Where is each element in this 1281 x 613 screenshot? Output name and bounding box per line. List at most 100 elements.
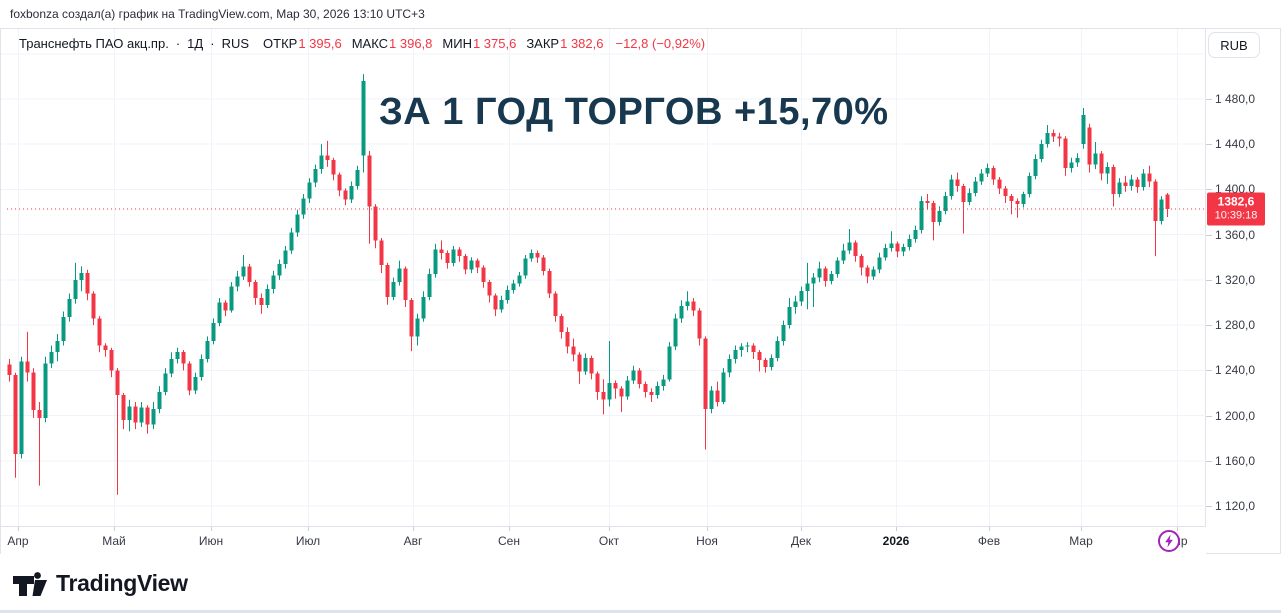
symbol-name: Транснефть ПАО акц.пр. (19, 36, 169, 51)
candle-body (145, 407, 150, 425)
candlestick-chart-svg[interactable] (1, 29, 1206, 526)
candle-body (13, 374, 18, 454)
time-tick-mark (801, 527, 802, 531)
price-tick-label: 1 200,0 (1215, 408, 1256, 423)
time-tick-mark (707, 527, 708, 531)
candle-body (547, 270, 552, 294)
candle-body (523, 258, 528, 276)
candle-body (271, 275, 276, 289)
candle-body (745, 345, 750, 347)
price-tick-mark (1206, 370, 1212, 372)
candle-body (901, 247, 906, 252)
currency-button[interactable]: RUB (1208, 32, 1260, 58)
candle-body (631, 370, 636, 381)
candle-body (805, 283, 810, 292)
candle-body (157, 391, 162, 409)
candle-body (397, 268, 402, 283)
candle-body (259, 297, 264, 305)
candle-body (877, 257, 882, 270)
price-tick-mark (1206, 144, 1212, 146)
time-tick-mark (509, 527, 510, 531)
candle-body (895, 243, 900, 252)
candle-body (883, 248, 888, 258)
candle-body (973, 181, 978, 193)
candle-body (169, 359, 174, 374)
candle-body (205, 340, 210, 360)
candle-body (451, 249, 456, 263)
time-tick-label: Авг (403, 534, 423, 548)
candle-body (73, 279, 78, 300)
price-tick-mark (1206, 189, 1212, 191)
footer-branding: TradingView (13, 570, 188, 597)
candle-body (1153, 181, 1158, 222)
last-price-flag: 1382,6 10:39:18 (1207, 192, 1265, 226)
candle-body (955, 179, 960, 187)
candle-body (817, 268, 822, 278)
candle-body (49, 352, 54, 364)
price-tick-mark (1206, 325, 1212, 327)
candle-body (757, 352, 762, 361)
candle-body (865, 267, 870, 277)
open-value: 1 395,6 (298, 36, 342, 51)
price-tick-mark (1206, 415, 1212, 417)
candle-body (1093, 153, 1098, 165)
open-label: ОТКР (263, 36, 298, 51)
candle-body (721, 372, 726, 402)
candle-body (1111, 166, 1116, 194)
time-tick-mark (413, 527, 414, 531)
candle-body (307, 182, 312, 199)
candle-body (1075, 157, 1080, 163)
candle-body (847, 242, 852, 251)
time-tick-mark (1177, 527, 1178, 531)
candle-body (235, 276, 240, 287)
candle-body (133, 406, 138, 423)
candle-body (997, 179, 1002, 189)
candle-body (595, 373, 600, 392)
price-tick-label: 1 160,0 (1215, 453, 1256, 468)
candle-body (961, 186, 966, 202)
candle-body (637, 370, 642, 384)
price-tick-mark (1206, 279, 1212, 281)
price-axis[interactable]: RUB 1382,6 10:39:18 1 480,0 1 440,0 1 400,… (1206, 29, 1281, 526)
time-tick-label: Окт (598, 534, 620, 548)
tradingview-logo-link[interactable]: TradingView (56, 570, 188, 596)
candle-body (763, 360, 768, 367)
time-tick-mark (114, 527, 115, 531)
time-tick-mark (1081, 527, 1082, 531)
candle-body (1069, 162, 1074, 168)
price-tick-mark (1206, 234, 1212, 236)
candle-body (589, 357, 594, 374)
candle-body (859, 256, 864, 268)
candle-body (457, 249, 462, 257)
candle-body (253, 282, 258, 298)
flash-marker-button[interactable] (1157, 529, 1181, 553)
price-tick-label: 1 440,0 (1215, 137, 1256, 152)
candle-body (37, 409, 42, 418)
candle-body (1081, 114, 1086, 145)
candle-body (775, 340, 780, 358)
candle-body (409, 300, 414, 337)
candle-body (511, 283, 516, 291)
price-tick-mark (1206, 460, 1212, 462)
candle-body (115, 370, 120, 396)
candle-body (1045, 132, 1050, 145)
time-axis[interactable]: АпрМайИюнИюлАвгСенОктНояДек2026ФевМарАпр (1, 526, 1206, 554)
chart-pane[interactable]: Транснефть ПАО акц.пр. · 1Д · RUS ОТКР 1 … (1, 29, 1206, 552)
candle-body (487, 282, 492, 296)
candle-body (571, 346, 576, 355)
candle-body (481, 267, 486, 283)
candle-body (403, 268, 408, 301)
candle-body (373, 206, 378, 241)
candle-body (109, 349, 114, 371)
candle-body (661, 379, 666, 387)
bottom-divider (0, 610, 1281, 613)
candle-body (1057, 136, 1062, 139)
candle-body (139, 407, 144, 423)
time-tick-label: Июн (198, 534, 224, 548)
candle-body (301, 198, 306, 215)
high-value: 1 396,8 (389, 36, 433, 51)
candle-body (385, 265, 390, 297)
candle-body (1117, 182, 1122, 194)
candle-body (463, 256, 468, 270)
candle-body (7, 364, 12, 375)
